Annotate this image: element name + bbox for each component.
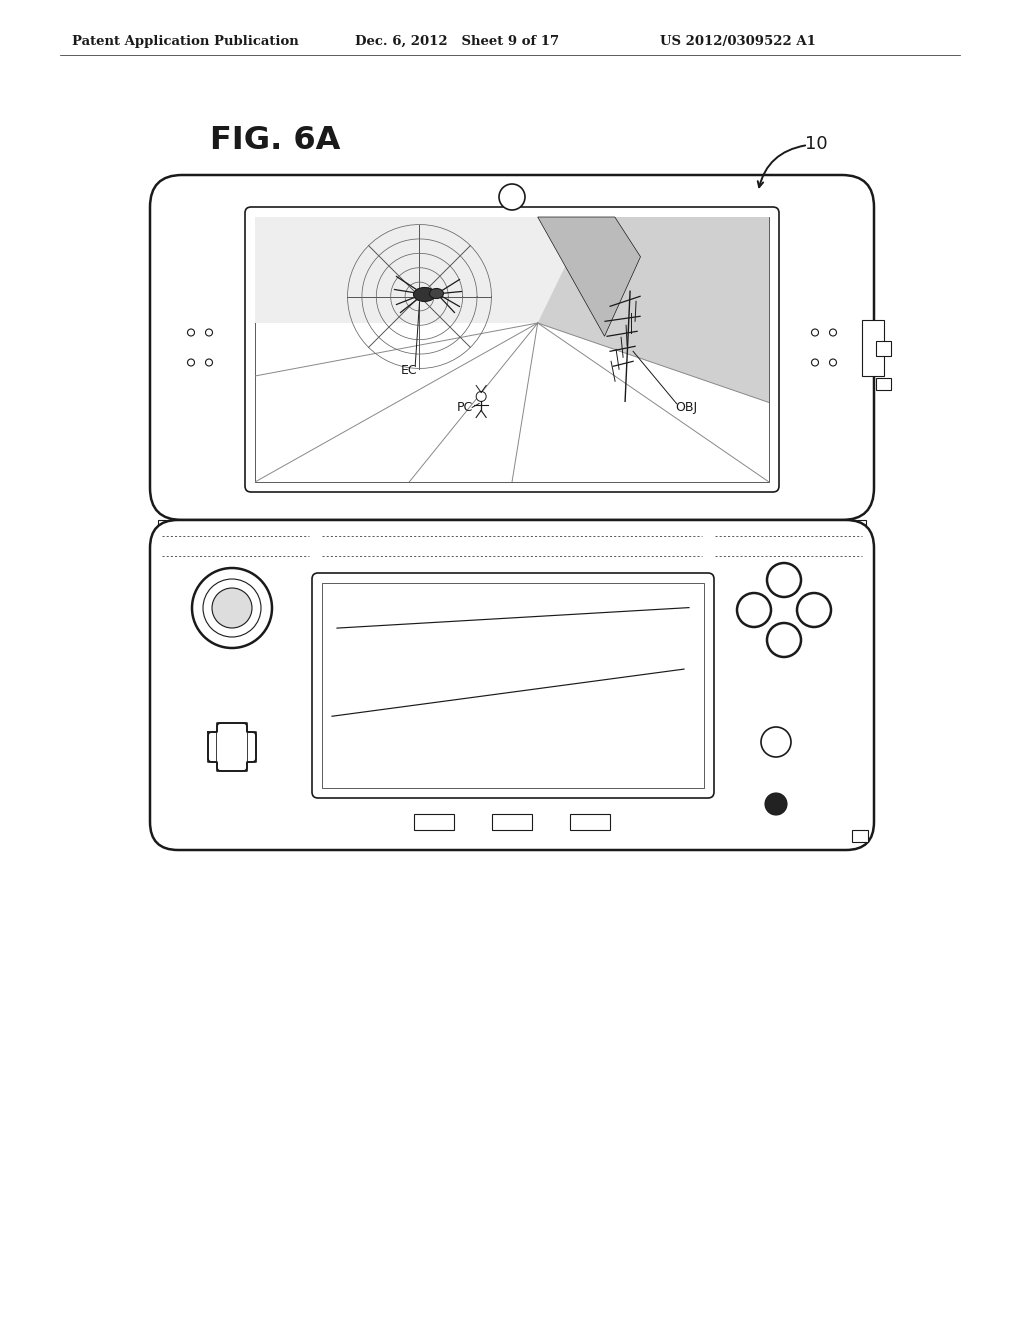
- Circle shape: [765, 793, 787, 814]
- Bar: [570, 814, 610, 830]
- Text: EC: EC: [400, 364, 418, 378]
- Circle shape: [829, 359, 837, 366]
- Bar: [852, 830, 868, 842]
- Bar: [711, 520, 866, 572]
- Circle shape: [767, 564, 801, 597]
- FancyBboxPatch shape: [217, 723, 247, 771]
- Text: FIG. 6A: FIG. 6A: [210, 125, 340, 156]
- Bar: [158, 520, 313, 572]
- Text: PC: PC: [457, 401, 473, 414]
- Bar: [492, 814, 532, 830]
- Bar: [876, 341, 891, 355]
- Text: Dec. 6, 2012   Sheet 9 of 17: Dec. 6, 2012 Sheet 9 of 17: [355, 36, 559, 48]
- Circle shape: [811, 329, 818, 337]
- Circle shape: [499, 183, 525, 210]
- Bar: [318, 520, 706, 572]
- Circle shape: [193, 568, 272, 648]
- Circle shape: [206, 329, 213, 337]
- Circle shape: [187, 329, 195, 337]
- Circle shape: [206, 359, 213, 366]
- Bar: [876, 378, 891, 389]
- Circle shape: [761, 727, 791, 756]
- Polygon shape: [538, 216, 640, 337]
- Bar: [862, 319, 884, 375]
- Polygon shape: [255, 216, 589, 323]
- Bar: [255, 216, 769, 482]
- Circle shape: [737, 593, 771, 627]
- Bar: [414, 814, 454, 830]
- Circle shape: [187, 359, 195, 366]
- FancyBboxPatch shape: [245, 207, 779, 492]
- Circle shape: [811, 359, 818, 366]
- Circle shape: [476, 392, 486, 401]
- Polygon shape: [538, 216, 769, 403]
- FancyBboxPatch shape: [150, 176, 874, 520]
- Ellipse shape: [429, 289, 443, 298]
- Text: 10: 10: [805, 135, 827, 153]
- Text: US 2012/0309522 A1: US 2012/0309522 A1: [660, 36, 816, 48]
- Circle shape: [212, 587, 252, 628]
- Circle shape: [797, 593, 831, 627]
- Text: Patent Application Publication: Patent Application Publication: [72, 36, 299, 48]
- Circle shape: [203, 579, 261, 638]
- Circle shape: [767, 623, 801, 657]
- Circle shape: [829, 329, 837, 337]
- Bar: [322, 583, 705, 788]
- Ellipse shape: [414, 288, 435, 301]
- FancyBboxPatch shape: [312, 573, 714, 799]
- FancyBboxPatch shape: [208, 733, 256, 762]
- FancyBboxPatch shape: [150, 520, 874, 850]
- Text: OBJ: OBJ: [676, 401, 697, 414]
- Bar: [217, 733, 247, 762]
